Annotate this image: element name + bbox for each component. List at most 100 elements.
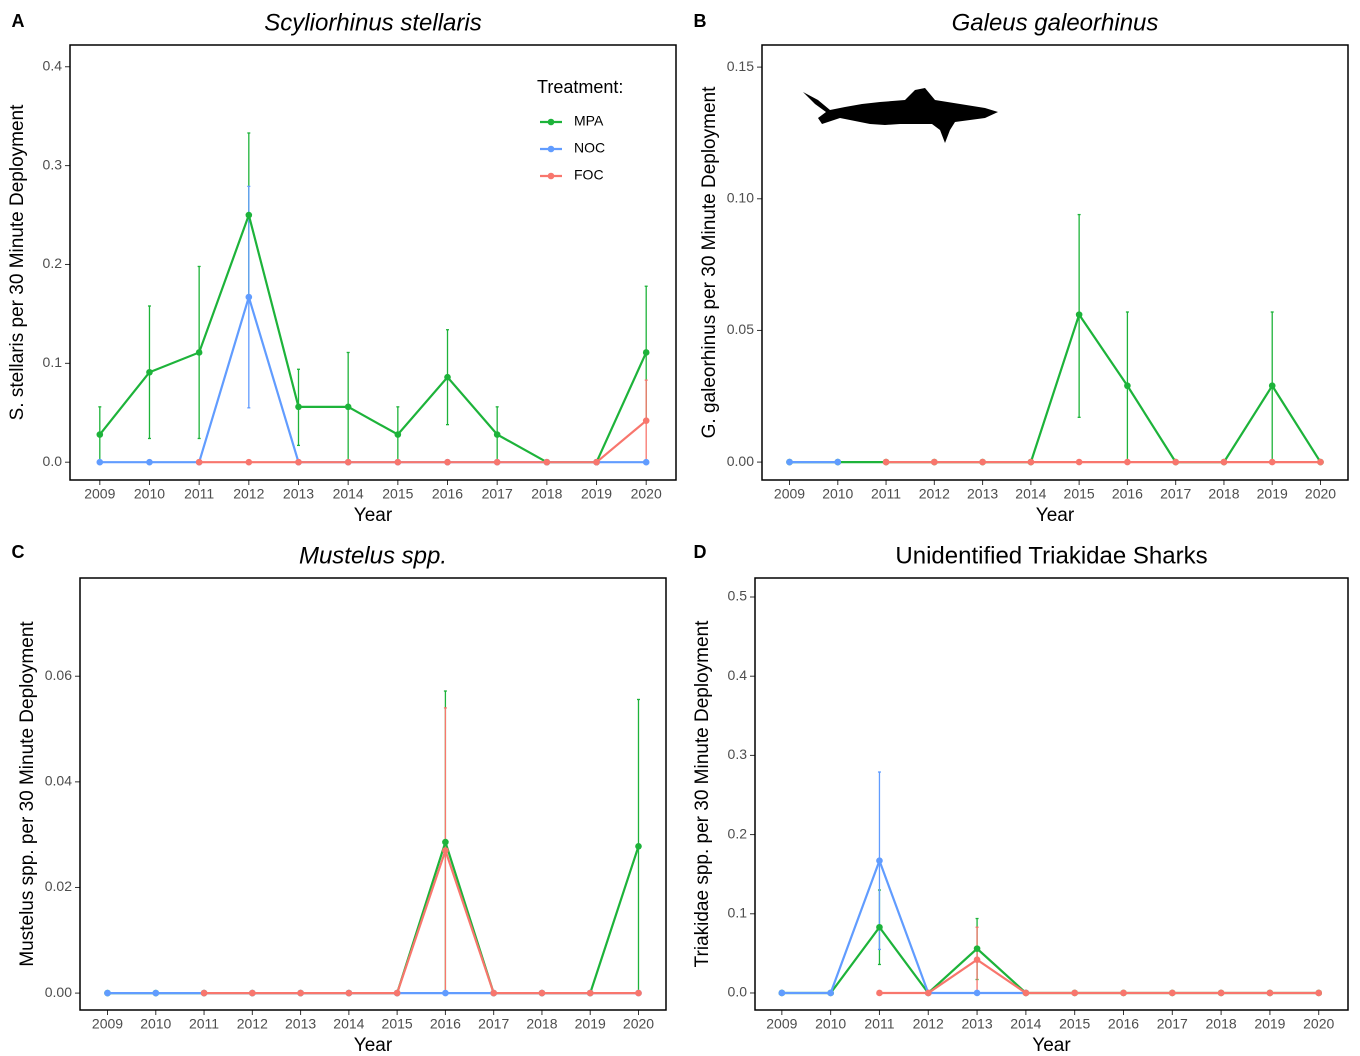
- data-point: [295, 403, 302, 411]
- chart-title: Mustelus spp.: [299, 542, 447, 569]
- chart-title: Unidentified Triakidae Sharks: [895, 542, 1207, 569]
- x-tick-label: 2020: [631, 486, 662, 502]
- data-point: [295, 458, 302, 466]
- data-point: [344, 403, 352, 411]
- data-point: [635, 842, 642, 850]
- data-point: [345, 989, 353, 997]
- x-tick-label: 2014: [333, 486, 364, 502]
- data-point: [1124, 382, 1131, 390]
- y-axis-label: G. galeorhinus per 30 Minute Deployment: [699, 86, 720, 438]
- data-point: [979, 458, 986, 466]
- data-point: [152, 989, 160, 997]
- x-tick-label: 2009: [92, 1016, 123, 1032]
- series-line: [98, 211, 648, 464]
- data-point: [442, 838, 449, 846]
- y-tick-label: 0.5: [728, 588, 748, 604]
- data-point: [924, 989, 932, 997]
- data-point: [245, 293, 253, 301]
- x-tick-label: 2010: [140, 1016, 171, 1032]
- y-tick-label: 0.1: [43, 354, 63, 370]
- y-tick-label: 0.2: [43, 255, 63, 271]
- data-point: [876, 989, 883, 997]
- data-point: [442, 989, 449, 997]
- x-tick-label: 2015: [382, 1016, 413, 1032]
- data-point: [1266, 989, 1274, 997]
- series-line: [781, 857, 1026, 995]
- series-line: [107, 838, 640, 995]
- panel-letter: B: [694, 11, 707, 31]
- y-axis-label: S. stellaris per 30 Minute Deployment: [7, 104, 28, 420]
- x-tick-label: 2020: [1305, 486, 1336, 502]
- legend-point: [547, 118, 555, 126]
- x-tick-label: 2013: [283, 486, 314, 502]
- x-tick-label: 2012: [913, 1016, 944, 1032]
- y-tick-label: 0.2: [728, 825, 748, 841]
- series-line: [199, 419, 647, 464]
- legend-point: [547, 145, 555, 153]
- data-point: [393, 989, 401, 997]
- x-tick-label: 2009: [766, 1016, 797, 1032]
- panel-letter: C: [12, 542, 25, 562]
- data-point: [876, 923, 883, 931]
- y-tick-label: 0.06: [45, 667, 72, 683]
- data-point: [882, 458, 890, 466]
- y-tick-label: 0.00: [45, 984, 72, 1000]
- data-point: [1124, 458, 1131, 466]
- x-tick-label: 2019: [581, 486, 612, 502]
- data-point: [444, 458, 451, 466]
- data-point: [1075, 311, 1083, 318]
- y-tick-label: 0.0: [728, 984, 748, 1000]
- data-point: [195, 458, 203, 466]
- data-point: [1268, 382, 1276, 390]
- data-point: [394, 458, 402, 466]
- data-point: [1022, 989, 1030, 997]
- plot-frame: [761, 44, 1349, 481]
- data-point: [200, 989, 208, 997]
- data-point: [642, 349, 650, 356]
- x-tick-label: 2018: [1208, 486, 1239, 502]
- y-tick-label: 0.3: [43, 156, 63, 172]
- series-line: [789, 312, 1322, 464]
- y-axis-label: Mustelus spp. per 30 Minute Deployment: [17, 621, 38, 967]
- data-point: [146, 368, 153, 376]
- y-tick-label: 0.15: [727, 58, 754, 74]
- x-axis-label: Year: [1036, 505, 1075, 526]
- y-tick-label: 0.04: [45, 773, 72, 789]
- y-tick-label: 0.05: [727, 321, 754, 337]
- x-tick-label: 2012: [237, 1016, 268, 1032]
- data-point: [245, 211, 253, 219]
- x-tick-label: 2019: [575, 1016, 606, 1032]
- data-point: [931, 458, 938, 466]
- data-point: [973, 945, 981, 952]
- x-tick-label: 2017: [478, 1016, 509, 1032]
- x-tick-label: 2020: [1303, 1016, 1334, 1032]
- data-point: [642, 458, 650, 466]
- data-point: [195, 349, 203, 356]
- y-tick-label: 0.4: [728, 667, 748, 683]
- x-tick-label: 2018: [526, 1016, 557, 1032]
- data-point: [778, 989, 786, 997]
- x-tick-label: 2018: [1206, 1016, 1237, 1032]
- plot-frame: [69, 44, 677, 481]
- x-tick-label: 2017: [482, 486, 513, 502]
- x-tick-label: 2014: [333, 1016, 364, 1032]
- data-point: [1071, 989, 1078, 997]
- data-point: [146, 458, 153, 466]
- x-tick-label: 2016: [432, 486, 463, 502]
- x-tick-label: 2011: [871, 486, 901, 502]
- data-point: [973, 989, 981, 997]
- x-tick-label: 2011: [864, 1016, 894, 1032]
- data-point: [104, 989, 111, 997]
- x-tick-label: 2014: [1015, 486, 1046, 502]
- data-point: [1217, 989, 1225, 997]
- x-tick-label: 2016: [1112, 486, 1143, 502]
- legend-label: NOC: [574, 140, 605, 156]
- plot-frame: [79, 577, 667, 1011]
- data-point: [96, 458, 104, 466]
- x-tick-label: 2018: [531, 486, 562, 502]
- data-point: [1315, 989, 1323, 997]
- x-tick-label: 2010: [822, 486, 853, 502]
- series-line: [99, 293, 647, 464]
- data-point: [245, 458, 253, 466]
